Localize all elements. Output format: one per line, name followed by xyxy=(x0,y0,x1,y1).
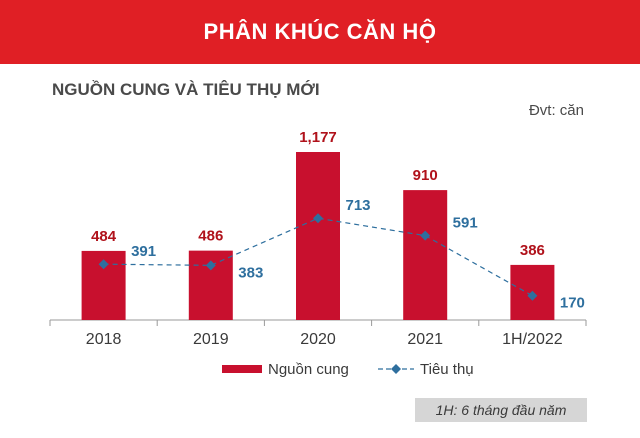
chart-subtitle: NGUỒN CUNG VÀ TIÊU THỤ MỚI xyxy=(52,80,320,99)
bar-value-label: 1,177 xyxy=(299,129,337,146)
line-value-label: 170 xyxy=(560,295,585,312)
footnote-text: 1H: 6 tháng đầu năm xyxy=(435,402,567,418)
bar-value-label: 386 xyxy=(520,242,545,259)
header-banner: PHÂN KHÚC CĂN HỘ xyxy=(0,0,640,64)
x-tick-label: 2019 xyxy=(193,331,229,348)
bar-value-label: 910 xyxy=(413,167,438,184)
line-value-label: 713 xyxy=(345,197,370,214)
legend-swatch-bar xyxy=(222,365,262,373)
tieu-thu-marker xyxy=(527,290,538,301)
tieu-thu-marker xyxy=(420,230,431,241)
legend-label-line: Tiêu thụ xyxy=(420,361,474,378)
x-tick-label: 2021 xyxy=(407,331,443,348)
legend-label-bar: Nguồn cung xyxy=(268,361,349,378)
legend-diamond-icon xyxy=(391,364,401,374)
tieu-thu-line xyxy=(103,217,533,297)
footnote: 1H: 6 tháng đầu năm xyxy=(415,398,587,422)
x-tick-label: 1H/2022 xyxy=(502,331,563,348)
x-tick-label: 2020 xyxy=(300,331,336,348)
bar-value-label: 486 xyxy=(198,228,223,245)
tieu-thu-marker xyxy=(313,213,323,224)
x-tick-label: 2018 xyxy=(86,331,122,348)
bar-2021 xyxy=(403,190,448,320)
bar-value-label: 484 xyxy=(91,228,117,245)
tieu-thu-marker xyxy=(98,259,109,270)
line-value-label: 591 xyxy=(453,215,478,232)
bar-2020 xyxy=(296,152,340,320)
unit-label: Đvt: căn xyxy=(528,102,584,119)
banner-title: PHÂN KHÚC CĂN HỘ xyxy=(203,19,437,44)
line-value-label: 391 xyxy=(131,243,156,260)
line-value-label: 383 xyxy=(238,264,263,281)
tieu-thu-marker xyxy=(205,260,216,271)
